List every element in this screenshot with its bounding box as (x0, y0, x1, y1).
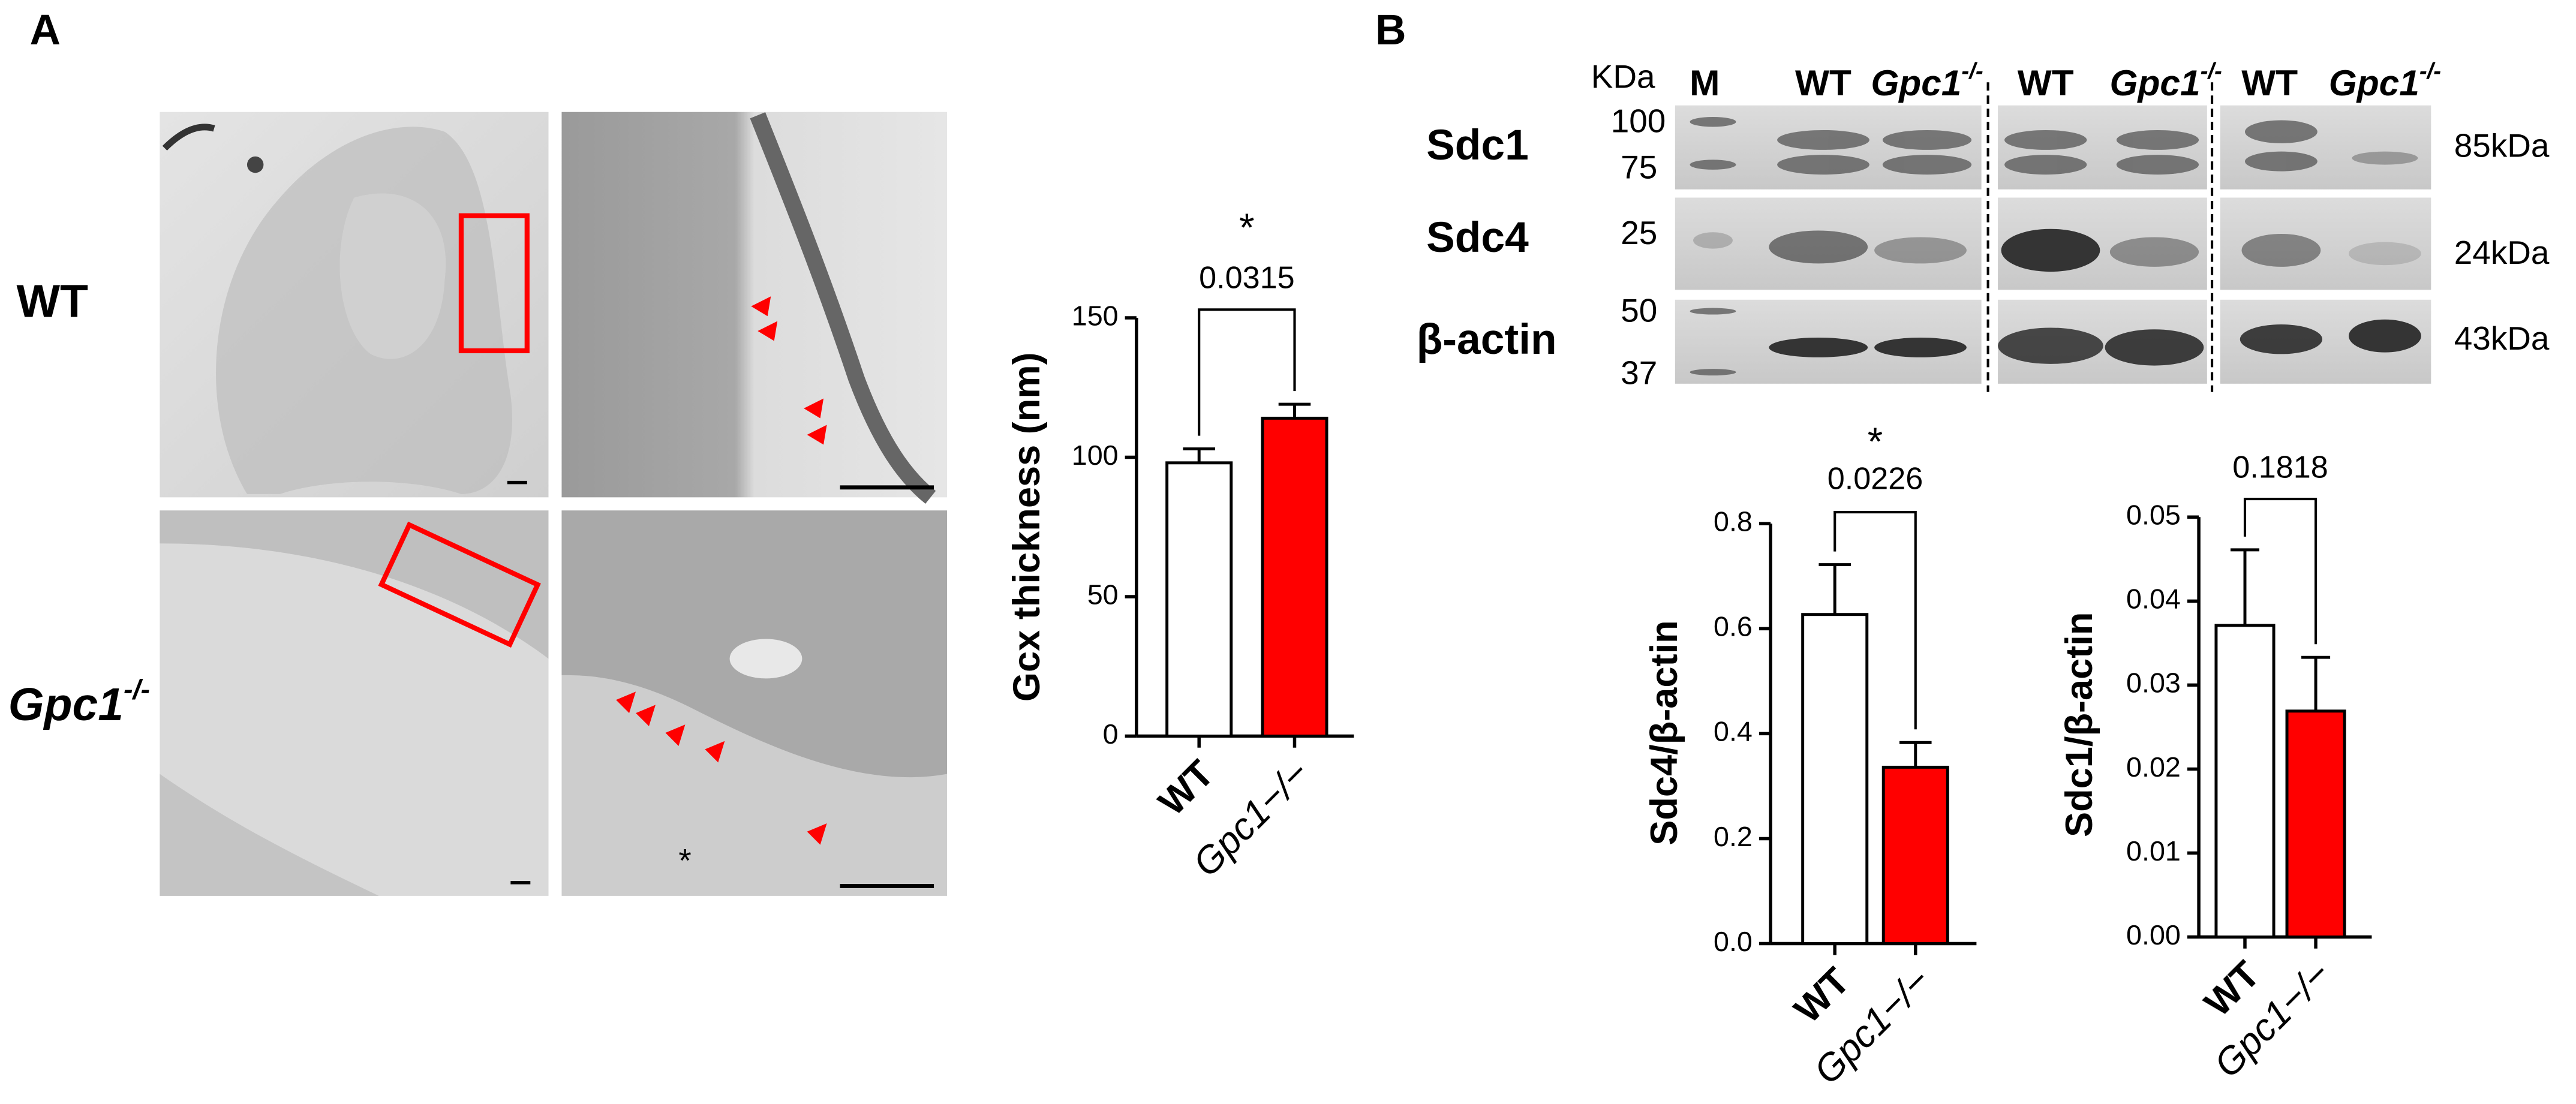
lane-label-base: Gpc1 (2329, 62, 2419, 103)
y-axis-label: Gcx thickness (nm) (1006, 352, 1048, 702)
x-tick-label: WT (1150, 753, 1222, 824)
micrograph (160, 510, 549, 896)
bar (2214, 624, 2276, 939)
significance-bracket (2243, 498, 2318, 645)
y-tick-label: 0.0 (1714, 926, 1753, 957)
y-tick-label: 100 (1072, 440, 1119, 471)
bar (2285, 709, 2346, 939)
y-tick-label: 0.8 (1714, 506, 1753, 537)
y-tick-label: 50 (1087, 579, 1119, 610)
lane-label: M (1690, 62, 1720, 103)
lane-label: WT (2018, 62, 2074, 103)
marker-label: 50 (1621, 291, 1657, 329)
lane-label-sup: -/- (1961, 58, 1983, 84)
significance-bracket (1833, 510, 1917, 730)
lane-label: Gpc1-/- (2329, 58, 2441, 103)
bar (1165, 461, 1233, 738)
bar (1801, 613, 1869, 945)
marker-label: 75 (1621, 148, 1657, 185)
y-tick-label: 0.05 (2126, 500, 2181, 531)
marker-label: 100 (1611, 102, 1666, 139)
panel-label: A (29, 6, 61, 54)
y-tick-label: 0.04 (2126, 583, 2181, 615)
y-tick-label: 0.6 (1714, 611, 1753, 642)
protein-label: β-actin (1417, 315, 1557, 363)
lane-label-base: WT (2241, 62, 2298, 103)
p-value: 0.1818 (2232, 450, 2328, 485)
row-label: WT (16, 275, 88, 327)
micrograph (561, 510, 948, 896)
row-label-sup: -/- (124, 674, 150, 705)
lane-label-base: M (1690, 62, 1720, 103)
y-tick-label: 150 (1072, 300, 1119, 331)
protein-label: Sdc4 (1426, 213, 1529, 261)
panel-label: B (1375, 6, 1406, 54)
y-tick-label: 0.02 (2126, 751, 2181, 783)
significance-star: * (1239, 205, 1255, 249)
lane-label-base: WT (2018, 62, 2074, 103)
lane-label: Gpc1-/- (2110, 58, 2222, 103)
y-tick-label: 0.03 (2126, 667, 2181, 699)
micrograph (160, 112, 549, 498)
size-unit: KDa (1591, 58, 1655, 95)
lane-label: WT (1795, 62, 1851, 103)
size-label: 43kDa (2454, 320, 2550, 357)
y-tick-label: 0 (1103, 718, 1119, 750)
lane-label-sup: -/- (2201, 58, 2222, 84)
y-axis-label: Sdc4/β-actin (1643, 620, 1685, 845)
lane-labels: M WT Gpc1-/- WT Gpc1-/- WT Gpc1-/- (1690, 58, 2441, 103)
row-label-base: Gpc1 (8, 679, 124, 730)
significance-star: * (1868, 419, 1883, 464)
lane-label-sup: -/- (2419, 58, 2441, 84)
western-blot (1675, 82, 2431, 392)
bar (1261, 416, 1328, 738)
y-tick-label: 0.01 (2126, 835, 2181, 867)
significance-bracket (1198, 308, 1296, 436)
y-tick-label: 0.4 (1714, 716, 1753, 747)
bar (1881, 765, 1949, 945)
protein-label: Sdc1 (1426, 121, 1529, 169)
lane-label-base: Gpc1 (1871, 62, 1961, 103)
y-tick-label: 0.00 (2126, 919, 2181, 950)
row-label: Gpc1-/- (8, 674, 150, 730)
y-tick-label: 0.2 (1714, 821, 1753, 852)
marker-label: 25 (1621, 214, 1657, 251)
p-value: 0.0315 (1199, 261, 1295, 296)
micrograph (561, 112, 948, 504)
lane-label: Gpc1-/- (1871, 58, 1983, 103)
size-label: 24kDa (2454, 234, 2550, 271)
y-axis-label: Sdc1/β-actin (2058, 612, 2100, 837)
marker-label: 37 (1621, 354, 1657, 392)
lane-label-base: Gpc1 (2110, 62, 2201, 103)
size-label: 85kDa (2454, 127, 2550, 164)
p-value: 0.0226 (1827, 462, 1923, 497)
lane-label: WT (2241, 62, 2298, 103)
lane-label-base: WT (1795, 62, 1851, 103)
asterisk: * (678, 841, 691, 879)
